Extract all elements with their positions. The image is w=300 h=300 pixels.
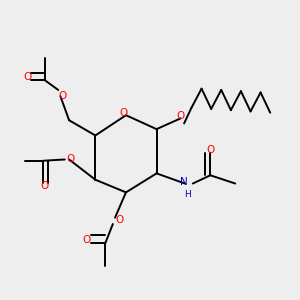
Text: H: H <box>184 190 190 200</box>
Text: O: O <box>66 154 75 164</box>
Text: N: N <box>180 177 188 187</box>
Text: O: O <box>206 145 214 155</box>
Text: O: O <box>115 214 124 225</box>
Text: O: O <box>23 72 32 82</box>
Text: O: O <box>176 112 185 122</box>
Text: O: O <box>58 91 67 101</box>
Text: O: O <box>82 235 91 245</box>
Text: O: O <box>120 108 128 118</box>
Text: O: O <box>40 181 48 191</box>
